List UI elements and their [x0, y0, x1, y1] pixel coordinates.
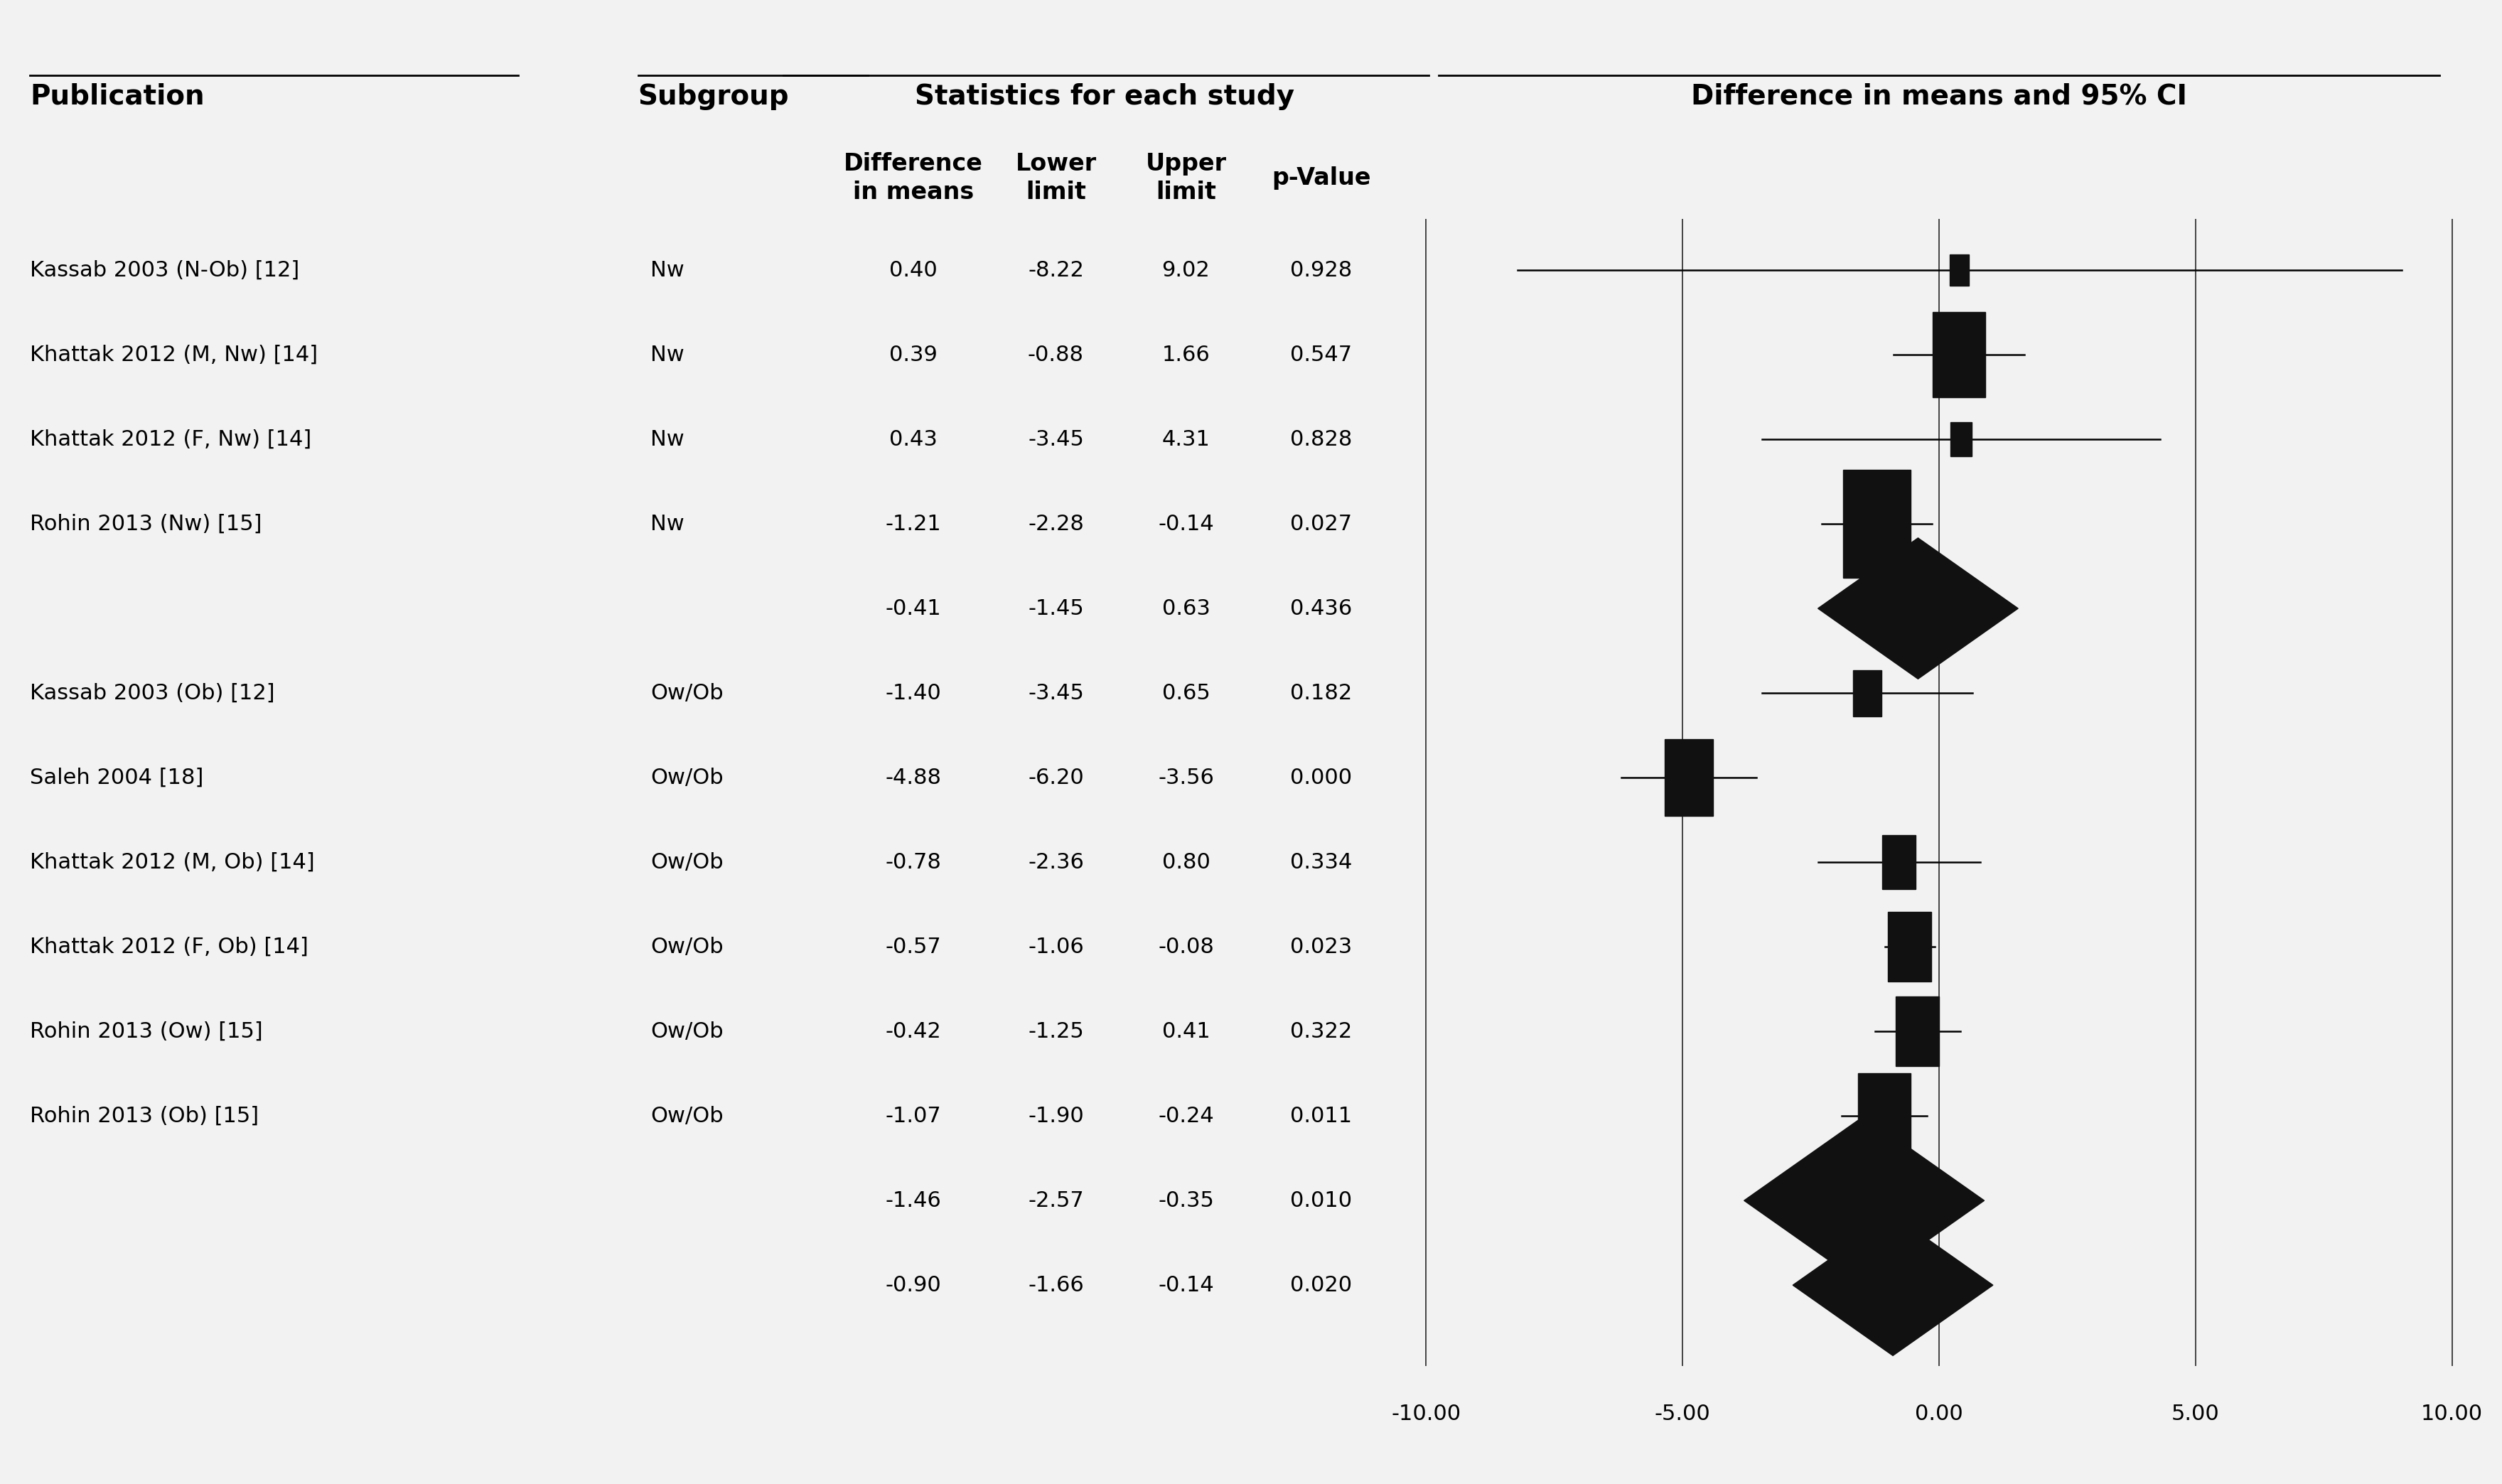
- FancyBboxPatch shape: [1932, 312, 1987, 398]
- Text: Statistics for each study: Statistics for each study: [916, 83, 1294, 110]
- Text: 0.436: 0.436: [1291, 598, 1351, 619]
- FancyBboxPatch shape: [1897, 997, 1939, 1066]
- Text: -0.41: -0.41: [886, 598, 941, 619]
- Text: Difference in means and 95% CI: Difference in means and 95% CI: [1691, 83, 2187, 110]
- Text: -0.78: -0.78: [886, 852, 941, 873]
- Text: Kassab 2003 (Ob) [12]: Kassab 2003 (Ob) [12]: [30, 683, 275, 703]
- Text: 0.65: 0.65: [1161, 683, 1211, 703]
- Text: 0.41: 0.41: [1161, 1021, 1211, 1042]
- Text: Rohin 2013 (Nw) [15]: Rohin 2013 (Nw) [15]: [30, 513, 263, 534]
- FancyBboxPatch shape: [1882, 835, 1917, 889]
- Text: Ow/Ob: Ow/Ob: [651, 852, 723, 873]
- Text: Khattak 2012 (M, Nw) [14]: Khattak 2012 (M, Nw) [14]: [30, 344, 318, 365]
- Text: 0.020: 0.020: [1291, 1275, 1351, 1296]
- Text: Nw: Nw: [651, 513, 686, 534]
- Text: -4.88: -4.88: [886, 767, 941, 788]
- Text: Nw: Nw: [651, 429, 686, 450]
- Text: -0.88: -0.88: [1028, 344, 1083, 365]
- Text: -0.57: -0.57: [886, 936, 941, 957]
- Text: 0.011: 0.011: [1291, 1106, 1351, 1126]
- Text: Upper
limit: Upper limit: [1146, 153, 1226, 203]
- Text: Rohin 2013 (Ow) [15]: Rohin 2013 (Ow) [15]: [30, 1021, 263, 1042]
- Text: Khattak 2012 (F, Nw) [14]: Khattak 2012 (F, Nw) [14]: [30, 429, 313, 450]
- Text: Ow/Ob: Ow/Ob: [651, 683, 723, 703]
- Text: 1.66: 1.66: [1161, 344, 1211, 365]
- Text: 0.928: 0.928: [1291, 260, 1351, 280]
- Text: -10.00: -10.00: [1391, 1404, 1461, 1425]
- Text: -0.90: -0.90: [886, 1275, 941, 1296]
- Text: -1.07: -1.07: [886, 1106, 941, 1126]
- Text: Ow/Ob: Ow/Ob: [651, 936, 723, 957]
- Text: 5.00: 5.00: [2172, 1404, 2219, 1425]
- Text: 10.00: 10.00: [2422, 1404, 2482, 1425]
- Text: 0.40: 0.40: [888, 260, 938, 280]
- Polygon shape: [1819, 539, 2019, 680]
- Text: -1.45: -1.45: [1028, 598, 1083, 619]
- Text: p-Value: p-Value: [1271, 166, 1371, 190]
- Text: Subgroup: Subgroup: [638, 83, 788, 110]
- Text: Ow/Ob: Ow/Ob: [651, 767, 723, 788]
- FancyBboxPatch shape: [1949, 421, 1972, 457]
- Text: -3.45: -3.45: [1028, 683, 1083, 703]
- Text: Publication: Publication: [30, 83, 205, 110]
- Text: 0.334: 0.334: [1291, 852, 1351, 873]
- Text: 0.63: 0.63: [1161, 598, 1211, 619]
- Text: -0.35: -0.35: [1158, 1190, 1213, 1211]
- Text: -1.06: -1.06: [1028, 936, 1083, 957]
- Text: -8.22: -8.22: [1028, 260, 1083, 280]
- Text: Ow/Ob: Ow/Ob: [651, 1021, 723, 1042]
- Text: -1.40: -1.40: [886, 683, 941, 703]
- Text: Kassab 2003 (N-Ob) [12]: Kassab 2003 (N-Ob) [12]: [30, 260, 300, 280]
- Text: Nw: Nw: [651, 344, 686, 365]
- Text: -6.20: -6.20: [1028, 767, 1083, 788]
- Text: Rohin 2013 (Ob) [15]: Rohin 2013 (Ob) [15]: [30, 1106, 260, 1126]
- Text: Lower
limit: Lower limit: [1016, 153, 1096, 203]
- Text: 0.547: 0.547: [1291, 344, 1351, 365]
- FancyBboxPatch shape: [1854, 669, 1882, 717]
- Polygon shape: [1744, 1116, 1984, 1285]
- Text: 0.027: 0.027: [1291, 513, 1351, 534]
- Text: Khattak 2012 (M, Ob) [14]: Khattak 2012 (M, Ob) [14]: [30, 852, 315, 873]
- Text: 0.80: 0.80: [1161, 852, 1211, 873]
- Text: Nw: Nw: [651, 260, 686, 280]
- Text: -1.66: -1.66: [1028, 1275, 1083, 1296]
- FancyBboxPatch shape: [1664, 739, 1714, 816]
- FancyBboxPatch shape: [1844, 470, 1912, 577]
- Text: -2.36: -2.36: [1028, 852, 1083, 873]
- Text: -0.14: -0.14: [1158, 513, 1213, 534]
- Text: -0.14: -0.14: [1158, 1275, 1213, 1296]
- Text: 0.000: 0.000: [1291, 767, 1351, 788]
- Text: Difference
in means: Difference in means: [843, 153, 983, 203]
- Text: 4.31: 4.31: [1161, 429, 1211, 450]
- FancyBboxPatch shape: [1949, 255, 1969, 285]
- Text: 0.00: 0.00: [1914, 1404, 1964, 1425]
- Polygon shape: [1794, 1215, 1994, 1356]
- FancyBboxPatch shape: [1889, 913, 1932, 981]
- Text: -1.25: -1.25: [1028, 1021, 1083, 1042]
- Text: 0.43: 0.43: [888, 429, 938, 450]
- Text: -3.45: -3.45: [1028, 429, 1083, 450]
- Text: 0.182: 0.182: [1291, 683, 1351, 703]
- Text: -2.57: -2.57: [1028, 1190, 1083, 1211]
- Text: 9.02: 9.02: [1161, 260, 1211, 280]
- Text: -1.21: -1.21: [886, 513, 941, 534]
- Text: 0.828: 0.828: [1291, 429, 1351, 450]
- Text: -2.28: -2.28: [1028, 513, 1083, 534]
- Text: -0.42: -0.42: [886, 1021, 941, 1042]
- Text: Saleh 2004 [18]: Saleh 2004 [18]: [30, 767, 203, 788]
- Text: -0.24: -0.24: [1158, 1106, 1213, 1126]
- Text: -3.56: -3.56: [1158, 767, 1213, 788]
- Text: -5.00: -5.00: [1654, 1404, 1711, 1425]
- Text: 0.39: 0.39: [888, 344, 938, 365]
- Text: -1.46: -1.46: [886, 1190, 941, 1211]
- Text: 0.023: 0.023: [1291, 936, 1351, 957]
- Text: -0.08: -0.08: [1158, 936, 1213, 957]
- Text: Ow/Ob: Ow/Ob: [651, 1106, 723, 1126]
- Text: 0.010: 0.010: [1291, 1190, 1351, 1211]
- Text: Khattak 2012 (F, Ob) [14]: Khattak 2012 (F, Ob) [14]: [30, 936, 308, 957]
- Text: -1.90: -1.90: [1028, 1106, 1083, 1126]
- FancyBboxPatch shape: [1859, 1073, 1912, 1159]
- Text: 0.322: 0.322: [1291, 1021, 1351, 1042]
